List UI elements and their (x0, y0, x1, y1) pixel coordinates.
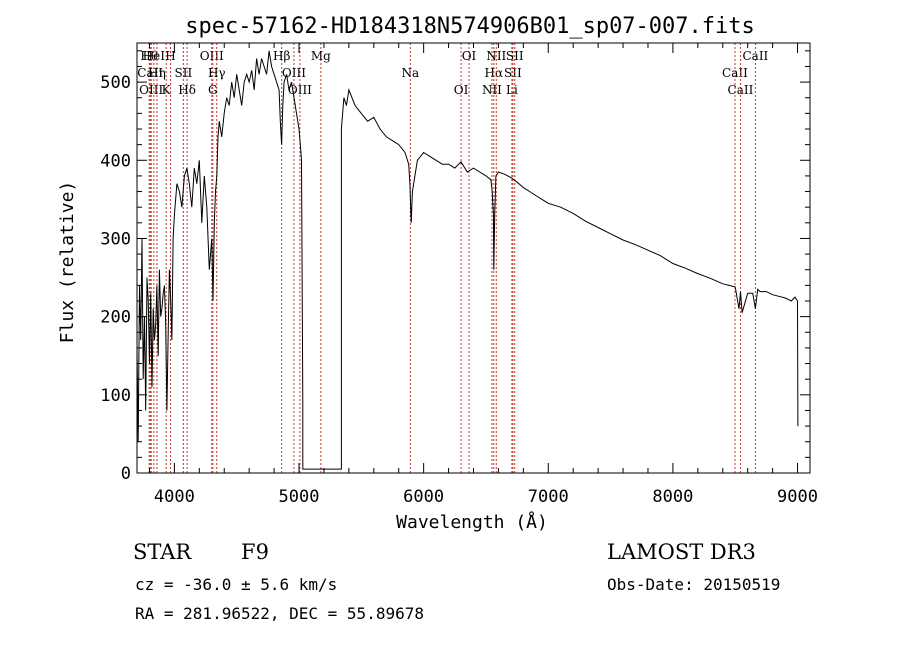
line-marker-label: Mg (311, 49, 331, 63)
line-marker-label: SII (175, 66, 193, 80)
y-tick-label: 300 (100, 229, 131, 249)
line-marker-label: Hγ (208, 66, 226, 80)
survey-name: LAMOST DR3 (607, 540, 756, 564)
line-marker-label: OI (454, 83, 469, 97)
line-marker-label: Hα (485, 66, 504, 80)
line-marker-label: OIII (139, 83, 163, 97)
line-marker-label: CaII (742, 49, 768, 63)
y-tick-label: 100 (100, 386, 131, 406)
line-marker-label: K (162, 83, 172, 97)
object-subclass: F9 (241, 540, 269, 564)
y-axis-label: Flux (relative) (57, 181, 78, 344)
line-marker-label: Hη (148, 66, 166, 80)
x-tick-label: 9000 (777, 487, 818, 507)
plot-area: HθCaIIOIIIHeIHηKHSIIHδOIIIHγGHβOIIIOIIIM… (100, 42, 818, 507)
x-tick-label: 7000 (528, 487, 569, 507)
line-marker-label: SII (506, 49, 524, 63)
line-marker-label: SII (504, 66, 522, 80)
x-tick-label: 8000 (652, 487, 693, 507)
line-marker-label: H (165, 49, 175, 63)
line-marker-label: Hβ (273, 49, 290, 63)
x-tick-label: 5000 (279, 487, 320, 507)
observation-date: Obs-Date: 20150519 (607, 575, 781, 594)
x-tick-label: 4000 (154, 487, 195, 507)
line-marker-label: Na (401, 66, 419, 80)
line-marker-label: G (208, 83, 218, 97)
y-tick-label: 500 (100, 73, 131, 93)
line-marker-label: OIII (288, 83, 312, 97)
chart-title: spec-57162-HD184318N574906B01_sp07-007.f… (185, 14, 755, 39)
x-axis-label: Wavelength (Å) (396, 511, 548, 533)
spectrum-line (136, 50, 799, 470)
line-marker-label: NII (482, 83, 502, 97)
line-marker-label: OIII (200, 49, 224, 63)
redshift-velocity: cz = -36.0 ± 5.6 km/s (135, 575, 338, 594)
x-tick-label: 6000 (403, 487, 444, 507)
line-marker-label: CaII (722, 66, 748, 80)
line-marker-label: Li (506, 83, 518, 97)
object-class: STAR (133, 540, 192, 564)
plot-frame (136, 42, 811, 474)
line-marker-label: CaII (728, 83, 754, 97)
y-tick-label: 0 (121, 464, 131, 484)
line-marker-label: OI (462, 49, 477, 63)
y-tick-label: 400 (100, 151, 131, 171)
line-marker-label: HeI (143, 49, 166, 63)
line-marker-label: Hδ (178, 83, 196, 97)
coordinates: RA = 281.96522, DEC = 55.89678 (135, 604, 424, 623)
y-tick-label: 200 (100, 308, 131, 328)
line-marker-label: NII (486, 49, 506, 63)
